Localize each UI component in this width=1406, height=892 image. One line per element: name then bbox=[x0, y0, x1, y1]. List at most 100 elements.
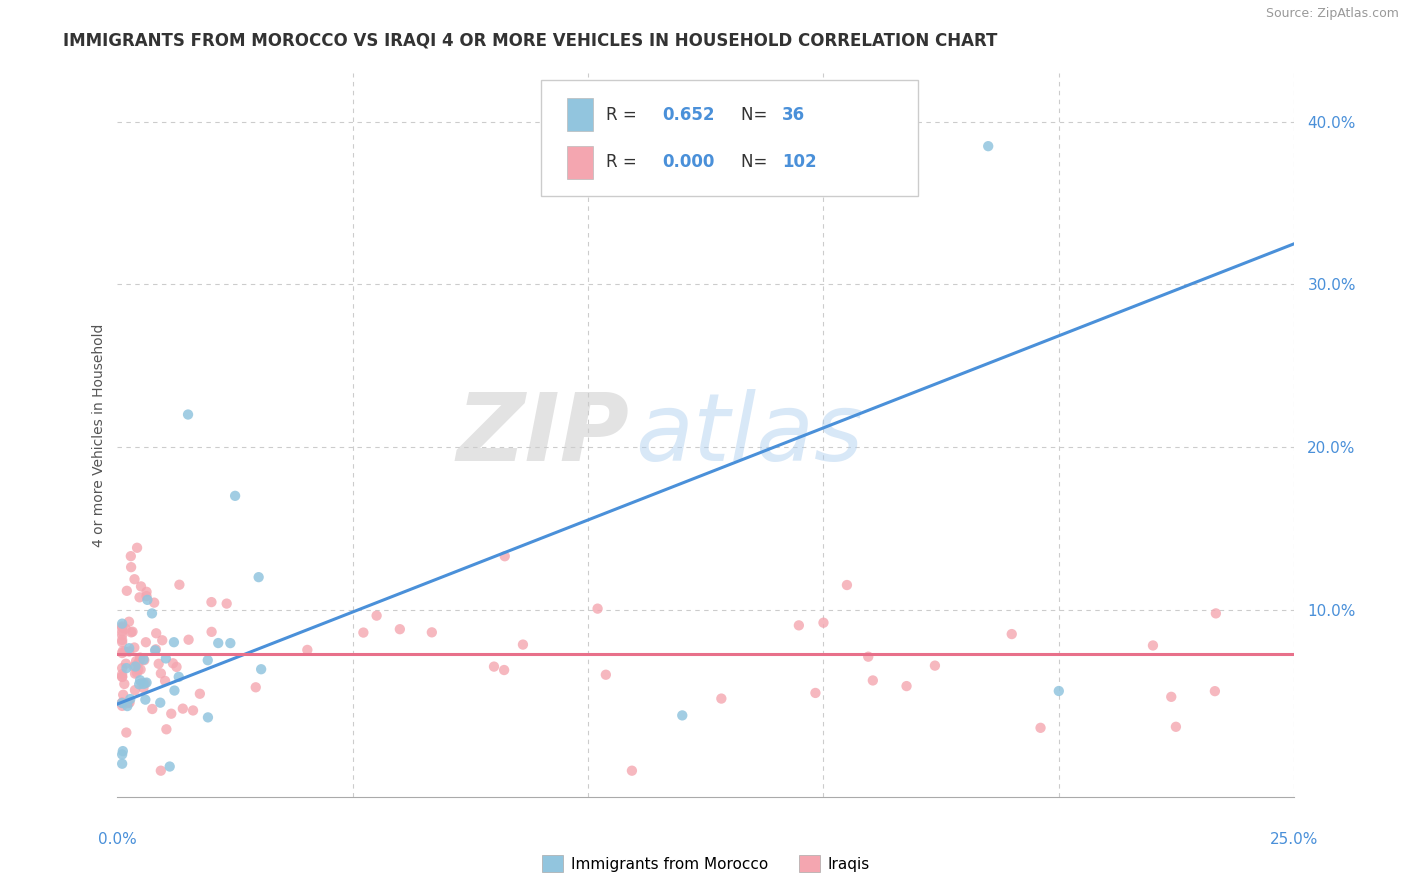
Point bbox=[117, 696, 139, 710]
Point bbox=[163, 635, 186, 649]
Point bbox=[111, 747, 134, 762]
Point bbox=[120, 560, 142, 574]
Point bbox=[148, 657, 170, 671]
Point bbox=[172, 701, 194, 715]
Point bbox=[177, 408, 200, 422]
Point bbox=[131, 676, 153, 690]
Point bbox=[145, 626, 167, 640]
Point bbox=[710, 691, 733, 706]
Point bbox=[586, 601, 609, 615]
Point bbox=[197, 710, 219, 724]
Point bbox=[247, 570, 270, 584]
Point bbox=[924, 658, 946, 673]
Point bbox=[128, 677, 150, 691]
Point bbox=[111, 670, 134, 684]
Point bbox=[136, 592, 159, 607]
Point bbox=[153, 673, 176, 688]
Point bbox=[111, 696, 134, 710]
Point bbox=[111, 695, 134, 709]
Point bbox=[366, 608, 388, 623]
Point bbox=[169, 578, 191, 592]
Point bbox=[125, 541, 148, 555]
Point bbox=[124, 666, 146, 681]
Point bbox=[115, 583, 138, 598]
Point bbox=[149, 764, 172, 778]
Point bbox=[114, 622, 136, 636]
Point bbox=[132, 652, 155, 666]
Point bbox=[111, 661, 134, 675]
Point bbox=[124, 683, 146, 698]
Point bbox=[111, 698, 134, 713]
Point bbox=[420, 625, 443, 640]
Point bbox=[155, 723, 177, 737]
Point bbox=[111, 670, 134, 684]
Point bbox=[143, 596, 166, 610]
Point bbox=[1164, 720, 1187, 734]
Point bbox=[215, 597, 238, 611]
Point bbox=[160, 706, 183, 721]
Point bbox=[135, 589, 157, 603]
Point bbox=[512, 638, 534, 652]
Point bbox=[120, 549, 142, 564]
Point bbox=[166, 660, 188, 674]
Point bbox=[197, 653, 219, 667]
Point bbox=[1001, 627, 1024, 641]
Point bbox=[127, 663, 149, 677]
Legend: Immigrants from Morocco, Iraqis: Immigrants from Morocco, Iraqis bbox=[541, 855, 870, 872]
Text: N=: N= bbox=[741, 106, 773, 124]
Point bbox=[111, 619, 134, 633]
Point bbox=[149, 666, 172, 681]
Point bbox=[482, 659, 505, 673]
Point bbox=[620, 764, 643, 778]
Point bbox=[177, 632, 200, 647]
Point bbox=[181, 703, 204, 717]
Point bbox=[297, 643, 319, 657]
Text: 0.0%: 0.0% bbox=[98, 832, 136, 847]
Point bbox=[134, 692, 156, 706]
Point bbox=[200, 595, 222, 609]
Point bbox=[1047, 684, 1070, 698]
Point bbox=[149, 696, 172, 710]
Text: R =: R = bbox=[606, 106, 641, 124]
Point bbox=[125, 665, 148, 680]
Point bbox=[1142, 639, 1164, 653]
Point bbox=[111, 628, 134, 642]
Point bbox=[162, 657, 184, 671]
Point bbox=[128, 591, 150, 605]
Point bbox=[111, 744, 134, 758]
Point bbox=[129, 663, 152, 677]
Point bbox=[115, 725, 138, 739]
Point bbox=[245, 681, 267, 695]
Point bbox=[595, 667, 617, 681]
Point bbox=[111, 621, 134, 635]
Text: ZIP: ZIP bbox=[457, 389, 630, 481]
Point bbox=[118, 641, 141, 656]
Point bbox=[1205, 607, 1227, 621]
Point bbox=[224, 489, 246, 503]
Point bbox=[115, 657, 138, 671]
Point bbox=[111, 696, 134, 710]
Point bbox=[132, 681, 155, 695]
Point bbox=[112, 677, 135, 691]
Point bbox=[219, 636, 242, 650]
FancyBboxPatch shape bbox=[567, 146, 593, 178]
Point bbox=[167, 670, 190, 684]
Point bbox=[813, 615, 835, 630]
Point bbox=[858, 649, 880, 664]
Point bbox=[112, 688, 135, 702]
Point bbox=[135, 635, 157, 649]
Point bbox=[124, 572, 146, 586]
Point bbox=[121, 624, 143, 639]
Point bbox=[787, 618, 810, 632]
Point bbox=[117, 699, 139, 714]
Point bbox=[111, 635, 134, 649]
Text: 102: 102 bbox=[782, 153, 817, 171]
Point bbox=[124, 659, 146, 673]
Point bbox=[122, 659, 145, 673]
Text: R =: R = bbox=[606, 153, 641, 171]
Point bbox=[862, 673, 884, 688]
Point bbox=[671, 708, 693, 723]
Point bbox=[118, 644, 141, 658]
Text: 0.000: 0.000 bbox=[662, 153, 714, 171]
Point bbox=[145, 642, 167, 657]
